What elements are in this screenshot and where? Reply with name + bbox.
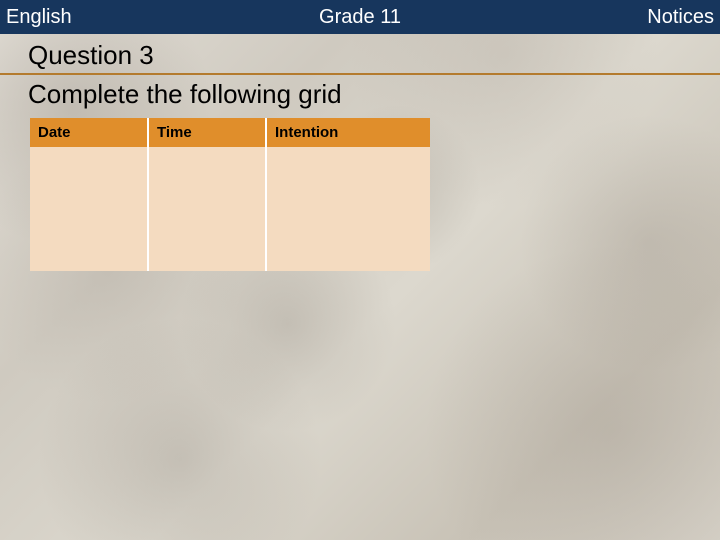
header-grade: Grade 11	[319, 6, 401, 29]
grid-header-row: Date Time Intention	[30, 118, 430, 147]
title-underline	[0, 73, 720, 75]
grid-col-date: Date	[30, 118, 148, 147]
answer-grid: Date Time Intention	[30, 118, 430, 271]
grid-body-row	[30, 147, 430, 271]
grid-cell-date	[30, 147, 148, 271]
grid-col-intention: Intention	[266, 118, 430, 147]
question-title: Question 3	[28, 40, 692, 71]
instruction-text: Complete the following grid	[28, 79, 692, 110]
header-subject: English	[6, 6, 72, 29]
grid-cell-intention	[266, 147, 430, 271]
content-area: Question 3 Complete the following grid D…	[0, 34, 720, 271]
grid-cell-time	[148, 147, 266, 271]
grid-col-time: Time	[148, 118, 266, 147]
header-bar: English Grade 11 Notices	[0, 0, 720, 34]
header-topic: Notices	[647, 6, 714, 29]
